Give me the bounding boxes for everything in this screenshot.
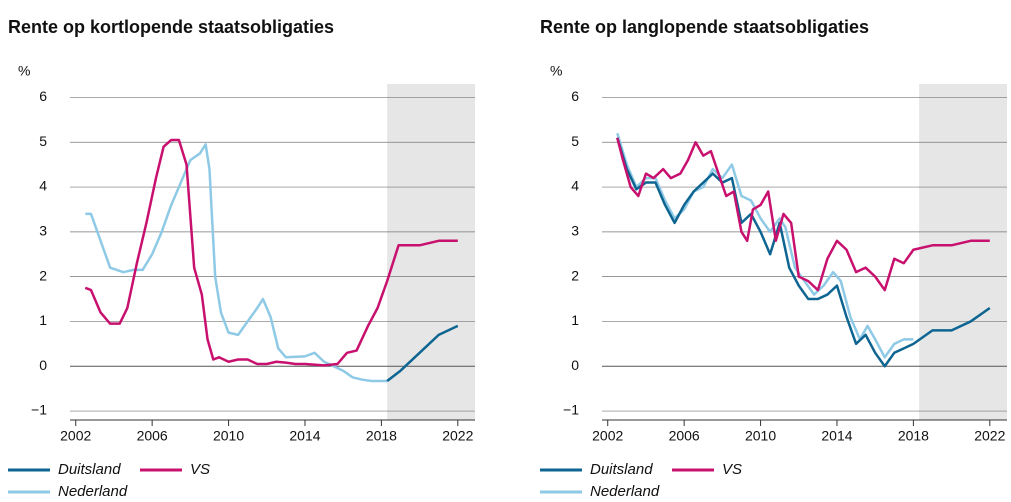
legend-label: Duitsland (590, 461, 653, 478)
y-tick-label: 4 (39, 178, 47, 194)
y-tick-label: 4 (571, 178, 579, 194)
series-line (616, 137, 990, 292)
chart-title: Rente op kortlopende staatsobligaties (8, 17, 334, 37)
chart: Rente op kortlopende staatsobligaties% −1… (8, 17, 475, 500)
y-tick-label: −1 (563, 402, 579, 418)
x-tick-label: 2010 (213, 428, 244, 444)
legend-label: VS (722, 461, 742, 478)
series-line (84, 138, 458, 367)
chart: Rente op langlopende staatsobligaties% −1… (540, 17, 1007, 500)
y-tick-label: 1 (39, 312, 47, 328)
y-tick-label: 3 (571, 223, 579, 239)
forecast-shade (387, 84, 475, 420)
x-tick-label: 2014 (289, 428, 320, 444)
series-line (616, 137, 991, 368)
y-tick-label: 2 (571, 267, 579, 283)
series-line (386, 324, 459, 383)
y-tick-label: 0 (39, 357, 47, 373)
x-tick-label: 2006 (669, 428, 700, 444)
x-tick-label: 2002 (60, 428, 91, 444)
legend-label: VS (190, 461, 210, 478)
legend-label: Duitsland (58, 461, 121, 478)
y-tick-label: 5 (39, 133, 47, 149)
y-axis-label: % (18, 63, 30, 79)
y-tick-label: 1 (571, 312, 579, 328)
legend-label: Nederland (58, 483, 128, 500)
x-tick-label: 2018 (366, 428, 397, 444)
series-line (85, 143, 388, 383)
y-tick-label: −1 (31, 402, 47, 418)
y-axis-label: % (550, 63, 562, 79)
y-tick-label: 5 (571, 133, 579, 149)
x-tick-label: 2002 (592, 428, 623, 444)
y-tick-label: 2 (39, 267, 47, 283)
series-line (616, 132, 914, 359)
x-tick-label: 2014 (821, 428, 852, 444)
x-tick-label: 2022 (442, 428, 473, 444)
y-tick-label: 6 (571, 88, 579, 104)
forecast-shade (919, 84, 1007, 420)
x-tick-label: 2022 (974, 428, 1005, 444)
y-tick-label: 0 (571, 357, 579, 373)
x-tick-label: 2010 (745, 428, 776, 444)
x-tick-label: 2018 (898, 428, 929, 444)
chart-title: Rente op langlopende staatsobligaties (540, 17, 869, 37)
x-tick-label: 2006 (137, 428, 168, 444)
y-tick-label: 6 (39, 88, 47, 104)
y-tick-label: 3 (39, 223, 47, 239)
legend-label: Nederland (590, 483, 660, 500)
